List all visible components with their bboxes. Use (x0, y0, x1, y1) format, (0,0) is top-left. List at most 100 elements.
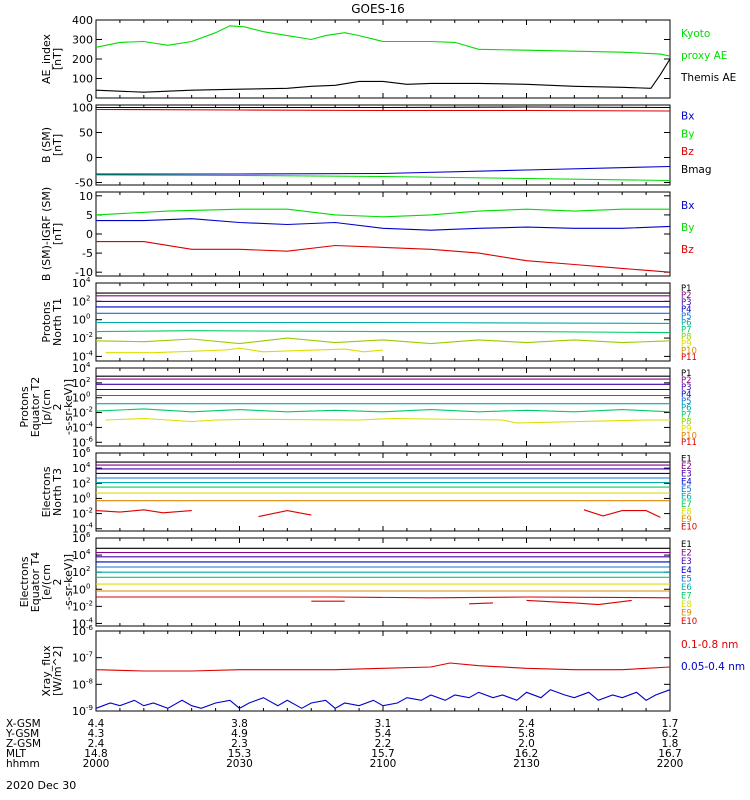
y-axis-label-line: [nT] (51, 134, 64, 156)
series-by (95, 174, 671, 182)
y-tick-exponent: -7 (86, 651, 93, 659)
y-axis-label-line: -s-sr-keV)] (62, 554, 75, 610)
legend-entry: Bz (681, 146, 694, 158)
series-e10c (583, 509, 661, 518)
x-axis-labels: X-GSMY-GSMZ-GSMMLThhmm4.44.32.414.820003… (5, 718, 683, 770)
x-axis-row-label: Y-GSM (5, 728, 39, 740)
legend-entry: P2 (681, 291, 692, 301)
legend-entry: E3 (681, 557, 692, 567)
x-axis-tick-value: 2.3 (231, 738, 248, 750)
legend-entry: P2 (681, 376, 692, 386)
y-tick-label: 10 (72, 652, 86, 665)
y-tick-label: -50 (75, 177, 93, 190)
legend-entry: E9 (681, 515, 692, 525)
legend-entry: E10 (681, 617, 697, 627)
series-p7 (95, 330, 671, 334)
series-0-1-0-8-nm (95, 662, 671, 672)
series-p9 (105, 347, 384, 354)
y-axis-label-line: B (SM)-IGRF (SM) (40, 187, 53, 281)
x-axis-tick-value: 2.4 (518, 718, 535, 730)
series-by (95, 208, 670, 218)
x-axis-tick-value: 15.3 (228, 748, 251, 760)
y-tick-exponent: 4 (86, 361, 91, 369)
legend-entry: P3 (681, 298, 692, 308)
x-axis-tick-value: 2130 (513, 758, 540, 770)
y-axis-label-line: North T1 (51, 298, 64, 346)
y-axis-label: ElectronsEquator T4[e/(cm2-s-sr-keV)] (18, 552, 75, 612)
y-axis-label: ProtonsEquator T2[p/(cm2-s-sr-keV)] (18, 377, 75, 437)
x-axis-tick-value: 4.9 (231, 728, 248, 740)
y-tick-label: 10 (72, 447, 86, 460)
legend-entry: P6 (681, 319, 692, 329)
legend-entry: Bx (681, 200, 694, 212)
legend-entry: P8 (681, 418, 692, 428)
x-axis-tick-value: 2.2 (375, 738, 392, 750)
legend-entry: P1 (681, 369, 692, 379)
y-tick-label: 10 (72, 436, 86, 449)
x-axis-row-label: hhmm (6, 758, 40, 770)
panel-frame (95, 191, 671, 277)
y-tick-exponent: 6 (86, 446, 91, 454)
x-axis-tick-value: 5.4 (375, 728, 392, 740)
y-tick-label: 10 (72, 625, 86, 638)
legend-entry: E1 (681, 455, 692, 465)
series-p8 (95, 337, 671, 345)
series-e10 (95, 509, 192, 514)
legend-entry: E8 (681, 508, 692, 518)
y-tick-label: 400 (72, 14, 93, 27)
y-tick-exponent: -6 (86, 435, 94, 443)
y-tick-label: 10 (72, 523, 86, 536)
y-tick-exponent: 4 (86, 276, 91, 284)
y-tick-label: 0 (86, 228, 93, 241)
y-tick-exponent: -4 (86, 522, 94, 530)
legend-entry: P9 (681, 339, 692, 349)
panel-bigrf: -10 -5 0 5 10 B (SM)-IGRF (SM)[nT] Bx By Bz (40, 187, 694, 281)
legend-entry: E6 (681, 492, 692, 502)
y-axis-label: ElectronsNorth T3 (40, 466, 64, 517)
x-axis-tick-value: 2030 (226, 758, 253, 770)
x-axis-tick-value: 4.4 (88, 718, 105, 730)
y-axis-label-line: B (SM) (40, 127, 53, 163)
y-tick-exponent: -4 (86, 616, 94, 624)
y-tick-exponent: 2 (86, 476, 90, 484)
x-axis-tick-value: 16.2 (515, 748, 538, 760)
legend-entry: 0.1-0.8 nm (681, 639, 738, 651)
y-tick-exponent: -8 (86, 677, 93, 685)
legend-entry: P11 (681, 438, 697, 448)
legend-entry: P1 (681, 284, 692, 294)
y-axis-label-line: Electrons (40, 466, 53, 517)
y-tick-exponent: -4 (86, 349, 94, 357)
legend-entry: P8 (681, 333, 692, 343)
y-tick-exponent: 0 (86, 491, 90, 499)
y-axis-label-line: Protons (40, 301, 53, 342)
series-e10b (258, 510, 312, 518)
x-axis-tick-value: 3.1 (375, 718, 392, 730)
legend-entry: P11 (681, 353, 697, 363)
legend-entry: E4 (681, 477, 692, 487)
y-tick-label: 200 (72, 53, 93, 66)
y-tick-label: 10 (72, 421, 86, 434)
y-tick-exponent: 0 (86, 582, 90, 590)
y-axis-label: B (SM)[nT] (40, 127, 64, 163)
y-tick-label: 10 (72, 477, 86, 490)
y-tick-label: 10 (72, 277, 86, 290)
legend-entry: E5 (681, 574, 692, 584)
y-axis-label-line: 2 (51, 404, 64, 411)
legend-entry: P10 (681, 346, 697, 356)
x-axis-row-label: Z-GSM (6, 738, 41, 750)
legend-entry: P6 (681, 404, 692, 414)
y-axis-label: ProtonsNorth T1 (40, 298, 64, 346)
y-tick-exponent: -2 (86, 507, 93, 515)
y-axis-label-line: Xray_flux (40, 645, 53, 697)
y-tick-exponent: 0 (86, 391, 90, 399)
series-p6 (96, 321, 671, 324)
y-tick-label: 10 (72, 295, 86, 308)
x-axis-tick-value: 2200 (657, 758, 684, 770)
panel-ae: 0 100 200 300 400 AE_index[nT] Kyoto proxy AE Th… (40, 14, 736, 105)
y-tick-exponent: -2 (86, 331, 93, 339)
legend-entry: E1 (681, 540, 692, 550)
series-e10 (96, 596, 671, 599)
panel-frame (95, 367, 671, 447)
